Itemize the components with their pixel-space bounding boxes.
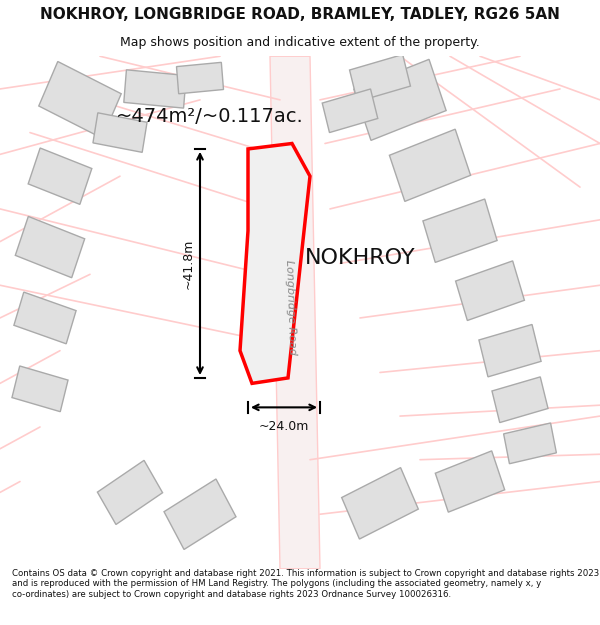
- Polygon shape: [354, 59, 446, 141]
- Polygon shape: [322, 89, 378, 132]
- Polygon shape: [14, 292, 76, 344]
- Polygon shape: [423, 199, 497, 262]
- Polygon shape: [436, 451, 505, 512]
- Polygon shape: [350, 54, 410, 102]
- Text: ~41.8m: ~41.8m: [182, 238, 194, 289]
- Polygon shape: [16, 216, 85, 278]
- Polygon shape: [12, 366, 68, 412]
- Text: Longbridge Road: Longbridge Road: [284, 259, 298, 355]
- Polygon shape: [341, 468, 418, 539]
- Polygon shape: [124, 70, 186, 108]
- Polygon shape: [240, 144, 310, 383]
- Text: ~474m²/~0.117ac.: ~474m²/~0.117ac.: [116, 107, 304, 126]
- Polygon shape: [28, 148, 92, 204]
- Polygon shape: [97, 461, 163, 524]
- Text: ~24.0m: ~24.0m: [259, 421, 309, 434]
- Polygon shape: [492, 377, 548, 423]
- Polygon shape: [503, 423, 556, 464]
- Text: Contains OS data © Crown copyright and database right 2021. This information is : Contains OS data © Crown copyright and d…: [12, 569, 599, 599]
- Polygon shape: [176, 62, 224, 94]
- Text: NOKHROY: NOKHROY: [305, 248, 415, 268]
- Polygon shape: [455, 261, 524, 321]
- Text: Map shows position and indicative extent of the property.: Map shows position and indicative extent…: [120, 36, 480, 49]
- Polygon shape: [93, 112, 147, 152]
- Polygon shape: [479, 324, 541, 377]
- Polygon shape: [39, 61, 121, 138]
- Polygon shape: [270, 56, 320, 569]
- Polygon shape: [164, 479, 236, 549]
- Text: NOKHROY, LONGBRIDGE ROAD, BRAMLEY, TADLEY, RG26 5AN: NOKHROY, LONGBRIDGE ROAD, BRAMLEY, TADLE…: [40, 6, 560, 21]
- Polygon shape: [389, 129, 470, 201]
